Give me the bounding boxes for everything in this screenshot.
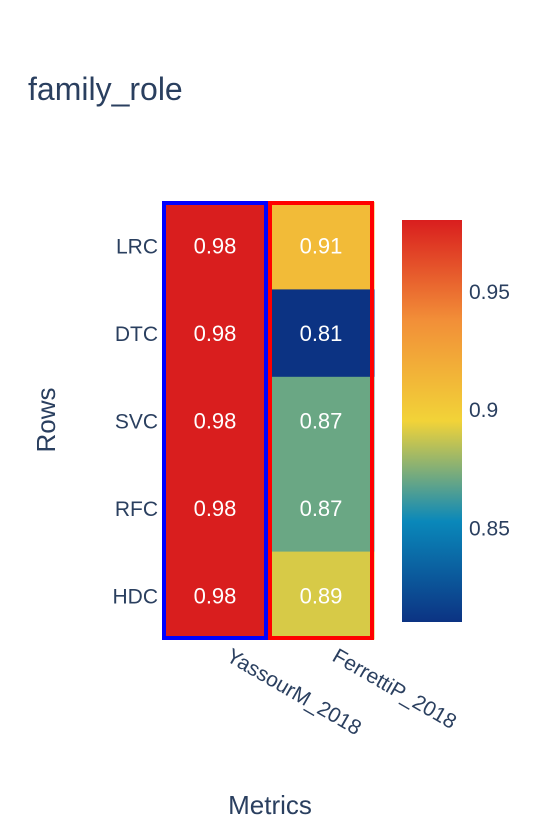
- heatmap-cell: [268, 376, 375, 465]
- heatmap-cell: [162, 202, 269, 290]
- cell-value-label: 0.98: [194, 496, 237, 521]
- y-tick-label: DTC: [115, 323, 158, 346]
- heatmap-cell: [268, 202, 375, 290]
- y-tick-label: RFC: [115, 498, 158, 521]
- heatmap-cell: [162, 551, 269, 640]
- colorbar-ticks: 0.85 0.9 0.95: [469, 281, 510, 540]
- cell-value-label: 0.91: [300, 234, 343, 259]
- heatmap-cell: [268, 289, 375, 378]
- colorbar-tick-label: 0.85: [469, 517, 510, 540]
- y-axis-title: Rows: [31, 387, 61, 452]
- cell-value-label: 0.98: [194, 409, 237, 434]
- colorbar-tick-label: 0.95: [469, 281, 510, 304]
- y-tick-label: SVC: [115, 411, 158, 434]
- column-highlight-box: [162, 201, 268, 640]
- cell-value-label: 0.87: [300, 409, 343, 434]
- cell-value-label: 0.81: [300, 321, 343, 346]
- y-tick-label: HDC: [113, 585, 159, 608]
- cell-value-label: 0.87: [300, 496, 343, 521]
- colorbar: [402, 220, 462, 622]
- heatmap-cell: [268, 464, 375, 553]
- heatmap-cell: [162, 464, 269, 553]
- heatmap-cells: 0.98 0.91 0.98 0.81 0.98 0.87 0.98 0.87 0.98 0.89: [162, 202, 375, 640]
- column-highlight-box: [268, 201, 374, 640]
- heatmap-cell: [162, 376, 269, 465]
- cell-value-label: 0.98: [194, 234, 237, 259]
- colorbar-tick-label: 0.9: [469, 399, 498, 422]
- y-axis-ticks: LRC DTC SVC RFC HDC: [113, 236, 159, 609]
- cell-value-label: 0.89: [300, 583, 343, 608]
- y-tick-label: LRC: [116, 236, 158, 259]
- heatmap-cell: [268, 551, 375, 640]
- column-highlights: [162, 201, 374, 640]
- cell-value-label: 0.98: [194, 583, 237, 608]
- chart-title: family_role: [28, 71, 183, 107]
- heatmap-cell: [162, 289, 269, 378]
- x-axis-title: Metrics: [228, 790, 312, 820]
- cell-value-label: 0.98: [194, 321, 237, 346]
